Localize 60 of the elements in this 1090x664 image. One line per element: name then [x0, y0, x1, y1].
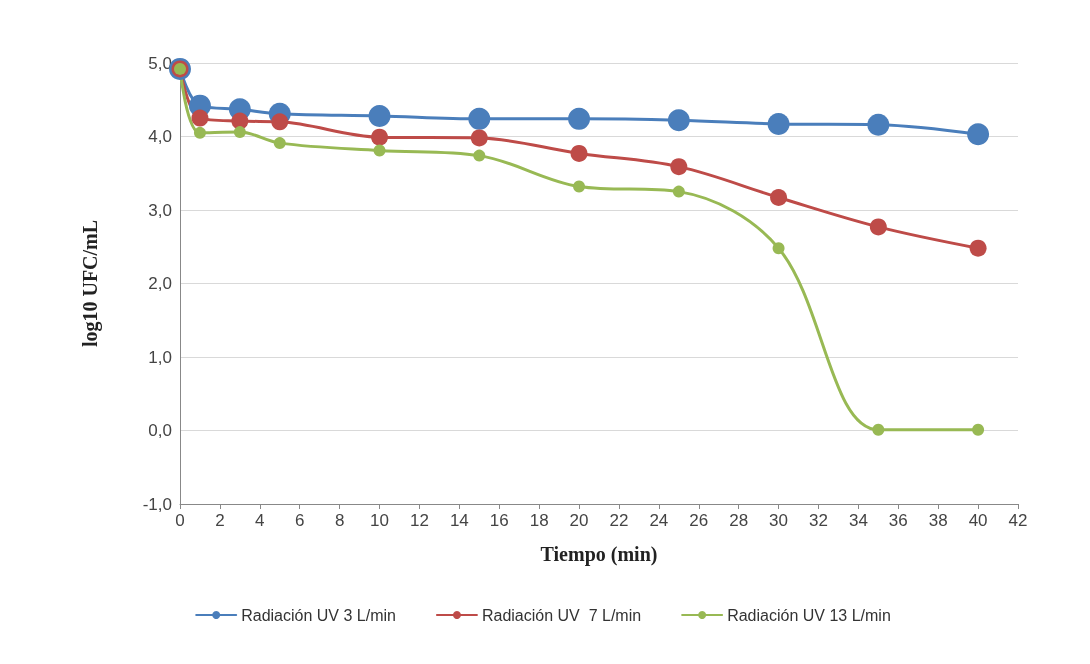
point [468, 107, 491, 130]
x-tick-label: 12 [409, 511, 429, 530]
y-tick-label: 0,0 [148, 421, 172, 440]
legend-label: Radiación UV 7 L/min [481, 606, 642, 624]
x-tick-label: 34 [848, 511, 868, 530]
y-tick-label: 5,0 [148, 53, 172, 73]
point [368, 104, 391, 127]
x-tick-label: 14 [449, 511, 469, 530]
x-tick-label: 2 [215, 511, 225, 530]
point [872, 423, 885, 436]
x-axis-title: Tiempo (min) [540, 543, 658, 566]
x-tick-label: 24 [649, 511, 669, 530]
x-tick-label: 16 [489, 511, 509, 530]
x-tick-label: 8 [334, 511, 345, 530]
x-tick-label: 28 [729, 511, 749, 530]
point [371, 128, 389, 146]
x-tick-label: 6 [294, 511, 305, 530]
y-tick-label: 3,0 [148, 200, 172, 220]
y-tick-label: 4,0 [148, 127, 172, 146]
point [667, 109, 690, 132]
point [869, 218, 887, 236]
x-tick-label: 36 [888, 511, 908, 530]
y-tick-label: 1,0 [148, 347, 172, 367]
x-tick-label: 22 [609, 511, 629, 530]
point [273, 137, 286, 150]
point [193, 126, 206, 139]
y-tick-label: 2,0 [148, 274, 172, 293]
point [233, 126, 246, 139]
point [972, 423, 985, 436]
point [767, 113, 790, 135]
point [570, 144, 588, 162]
point [770, 189, 788, 206]
x-tick-label: 20 [569, 511, 589, 530]
x-tick-label: 10 [370, 511, 389, 530]
x-tick-label: 0 [175, 511, 185, 530]
y-axis-title: log10 UFC/mL [79, 219, 102, 348]
point [670, 158, 688, 176]
point [772, 242, 785, 255]
point [470, 129, 488, 147]
x-tick-label: 42 [1008, 511, 1028, 530]
x-tick-label: 40 [968, 511, 988, 530]
y-tick-label: -1,0 [142, 494, 172, 514]
x-tick-label: 32 [809, 511, 828, 530]
point [969, 239, 987, 257]
point [373, 144, 386, 157]
point [672, 185, 685, 198]
x-tick-label: 18 [529, 511, 549, 530]
point [573, 180, 586, 193]
point [967, 123, 990, 146]
x-tick-label: 30 [769, 511, 789, 530]
point [473, 149, 486, 162]
point [191, 109, 209, 127]
point [568, 107, 591, 130]
legend-label: Radiación UV 3 L/min [241, 606, 396, 624]
point [867, 113, 890, 136]
point [271, 113, 289, 131]
x-tick-label: 38 [928, 511, 948, 530]
legend-label: Radiación UV 13 L/min [727, 606, 891, 624]
x-tick-label: 26 [689, 511, 709, 530]
x-tick-label: 4 [255, 511, 265, 530]
